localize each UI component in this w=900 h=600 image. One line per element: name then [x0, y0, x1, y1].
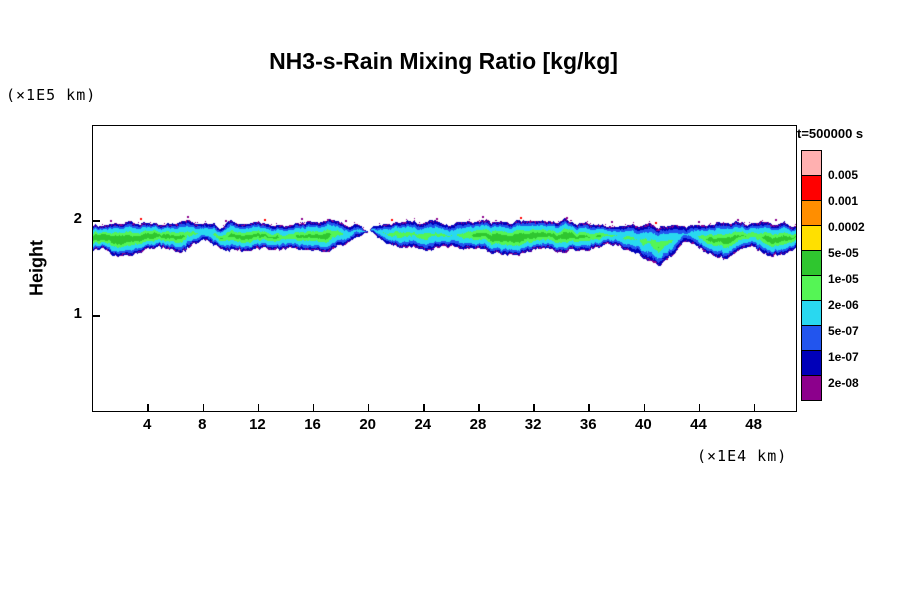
x-tick: [312, 404, 315, 411]
x-tick-label: 24: [414, 416, 432, 433]
y-tick: [93, 315, 100, 317]
colorbar-label: 0.005: [828, 168, 859, 182]
colorbar-cell: [801, 300, 822, 326]
x-tick-label: 8: [198, 416, 207, 433]
x-tick-label: 40: [635, 416, 652, 433]
y-tick-label: 1: [73, 305, 82, 322]
y-tick: [93, 220, 100, 222]
colorbar-cell: [801, 325, 822, 351]
x-tick-label: 32: [524, 416, 542, 433]
x-tick-label: 12: [249, 416, 266, 433]
colorbar-label: 2e-08: [828, 376, 859, 390]
x-tick-label: 20: [359, 416, 377, 433]
x-axis-unit-label: (×1E4 km): [697, 447, 788, 465]
legend-title: t=500000 s: [797, 126, 864, 141]
colorbar-label: 0.0002: [828, 220, 865, 234]
x-tick: [367, 404, 370, 411]
x-tick: [753, 404, 756, 411]
y-tick-label: 2: [73, 210, 82, 227]
plot-area: [92, 125, 797, 412]
y-axis-unit-label: (×1E5 km): [6, 86, 97, 104]
colorbar-cell: [801, 275, 822, 301]
colorbar-cell: [801, 225, 822, 251]
colorbar-label: 1e-07: [828, 350, 859, 364]
x-tick: [698, 404, 701, 411]
colorbar-cell: [801, 375, 822, 401]
x-tick: [533, 404, 535, 411]
x-tick-label: 48: [745, 416, 762, 433]
chart-title: NH3-s-Rain Mixing Ratio [kg/kg]: [269, 48, 618, 74]
x-tick-label: 36: [579, 416, 597, 433]
colorbar-label: 5e-07: [828, 324, 859, 338]
x-tick-label: 16: [304, 416, 321, 433]
x-tick-label: 44: [690, 416, 707, 433]
x-tick: [257, 404, 260, 411]
x-tick: [588, 404, 590, 411]
colorbar: [801, 150, 822, 401]
x-tick: [423, 404, 425, 411]
colorbar-cell: [801, 250, 822, 276]
heatmap-canvas: [93, 126, 796, 411]
x-tick: [147, 404, 149, 411]
colorbar-cell: [801, 350, 822, 376]
colorbar-label: 2e-06: [828, 298, 859, 312]
x-tick-label: 28: [469, 416, 487, 433]
colorbar-cell: [801, 175, 822, 201]
x-tick: [478, 404, 480, 411]
colorbar-label: 1e-05: [828, 272, 859, 286]
colorbar-label: 5e-05: [828, 246, 859, 260]
colorbar-label: 0.001: [828, 194, 859, 208]
colorbar-cell: [801, 200, 822, 226]
y-axis-label: Height: [26, 240, 47, 296]
x-tick: [202, 404, 205, 411]
x-tick: [643, 404, 646, 411]
colorbar-cell: [801, 150, 822, 176]
x-tick-label: 4: [142, 416, 152, 433]
